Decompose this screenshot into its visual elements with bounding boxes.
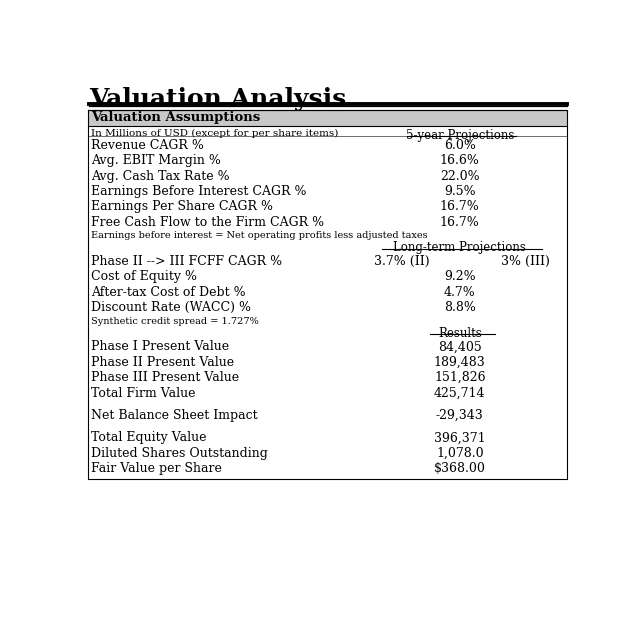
Text: Net Balance Sheet Impact: Net Balance Sheet Impact <box>91 409 257 422</box>
Text: 16.6%: 16.6% <box>440 154 480 167</box>
Text: -29,343: -29,343 <box>436 409 484 422</box>
Text: 4.7%: 4.7% <box>444 286 476 299</box>
Text: Earnings Per Share CAGR %: Earnings Per Share CAGR % <box>91 201 273 213</box>
Text: Long-term Projections: Long-term Projections <box>394 241 526 254</box>
Text: After-tax Cost of Debt %: After-tax Cost of Debt % <box>91 286 246 299</box>
Text: 189,483: 189,483 <box>434 356 486 369</box>
Text: Total Equity Value: Total Equity Value <box>91 431 206 444</box>
Text: Phase II Present Value: Phase II Present Value <box>91 356 234 369</box>
Text: Cost of Equity %: Cost of Equity % <box>91 270 197 283</box>
Text: Total Firm Value: Total Firm Value <box>91 387 195 400</box>
Bar <box>88 110 566 126</box>
Text: 396,371: 396,371 <box>434 431 486 444</box>
Text: 3% (III): 3% (III) <box>501 255 550 268</box>
Text: 22.0%: 22.0% <box>440 170 479 183</box>
Text: Valuation Assumptions: Valuation Assumptions <box>91 112 260 125</box>
Text: 16.7%: 16.7% <box>440 201 479 213</box>
Text: 16.7%: 16.7% <box>440 216 479 229</box>
Text: $368.00: $368.00 <box>434 462 486 475</box>
Text: Phase I Present Value: Phase I Present Value <box>91 341 229 354</box>
Text: Avg. Cash Tax Rate %: Avg. Cash Tax Rate % <box>91 170 230 183</box>
Text: Earnings before interest = Net operating profits less adjusted taxes: Earnings before interest = Net operating… <box>91 231 428 240</box>
Text: Valuation Analysis: Valuation Analysis <box>90 87 346 111</box>
Text: 3.7% (II): 3.7% (II) <box>374 255 429 268</box>
Text: Phase III Present Value: Phase III Present Value <box>91 371 239 384</box>
Text: Earnings Before Interest CAGR %: Earnings Before Interest CAGR % <box>91 185 307 198</box>
Text: 1,078.0: 1,078.0 <box>436 447 484 460</box>
Text: Free Cash Flow to the Firm CAGR %: Free Cash Flow to the Firm CAGR % <box>91 216 324 229</box>
Text: Discount Rate (WACC) %: Discount Rate (WACC) % <box>91 301 251 314</box>
Text: 151,826: 151,826 <box>434 371 486 384</box>
Text: 9.2%: 9.2% <box>444 270 476 283</box>
Text: Phase II --> III FCFF CAGR %: Phase II --> III FCFF CAGR % <box>91 255 282 268</box>
Text: In Millions of USD (except for per share items): In Millions of USD (except for per share… <box>91 129 338 138</box>
Text: 425,714: 425,714 <box>434 387 486 400</box>
Text: Revenue CAGR %: Revenue CAGR % <box>91 139 204 152</box>
Text: Results: Results <box>438 326 482 339</box>
Text: Synthetic credit spread = 1.727%: Synthetic credit spread = 1.727% <box>91 317 259 326</box>
Bar <box>88 110 566 479</box>
Text: 6.0%: 6.0% <box>444 139 476 152</box>
Text: Avg. EBIT Margin %: Avg. EBIT Margin % <box>91 154 221 167</box>
Text: Diluted Shares Outstanding: Diluted Shares Outstanding <box>91 447 268 460</box>
Text: 9.5%: 9.5% <box>444 185 476 198</box>
Text: Fair Value per Share: Fair Value per Share <box>91 462 221 475</box>
Text: 8.8%: 8.8% <box>444 301 476 314</box>
Text: 5-year Projections: 5-year Projections <box>406 129 514 142</box>
Text: 84,405: 84,405 <box>438 341 482 354</box>
